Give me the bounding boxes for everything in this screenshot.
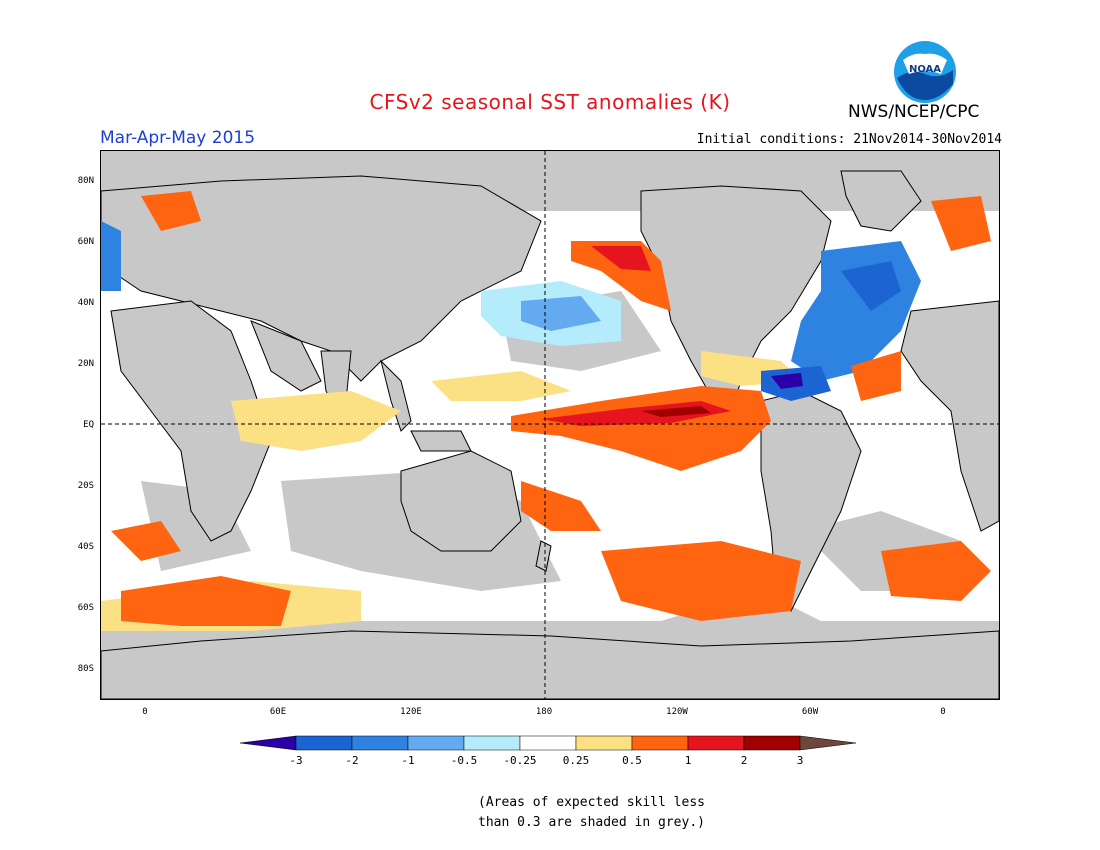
colorbar-segment [463,735,521,751]
footnote-line: than 0.3 are shaded in grey.) [478,815,705,830]
lon-label: 180 [535,707,553,717]
lat-label: EQ [83,420,94,430]
colorbar-label: -3 [289,754,303,767]
colorbar-label: 3 [796,754,804,767]
colorbar-segment [743,735,801,751]
agency-label: NWS/NCEP/CPC [848,102,980,122]
colorbar-label: -2 [345,754,359,767]
colorbar-under-triangle [239,735,297,751]
lat-label: 20N [77,359,94,369]
colorbar-over-triangle [799,735,857,751]
lat-label: 40N [77,298,94,308]
svg-text:NOAA: NOAA [909,64,941,75]
colorbar-segment [351,735,409,751]
footnote-line: (Areas of expected skill less [478,795,705,810]
colorbar-label: -0.5 [450,754,478,767]
lat-label: 80N [77,176,94,186]
noaa-logo: NOAA [893,40,957,104]
colorbar-label: 0.25 [562,754,590,767]
colorbar-label: 0.5 [622,754,642,767]
initial-conditions-label: Initial conditions: 21Nov2014-30Nov2014 [696,132,1002,147]
chart-title: CFSv2 seasonal SST anomalies (K) [369,90,731,114]
lon-label: 60W [801,707,819,717]
lat-label: 40S [77,542,94,552]
lon-label: 120W [666,707,688,717]
sst-anomaly-map [100,150,1000,700]
season-label: Mar-Apr-May 2015 [100,128,256,148]
colorbar-label: -0.25 [503,754,537,767]
colorbar-segment [631,735,689,751]
colorbar-segment [407,735,465,751]
colorbar [239,733,860,753]
skill-footnote: (Areas of expected skill less than 0.3 a… [478,793,705,833]
anomaly-patches [101,191,991,631]
colorbar-segment [519,735,577,751]
colorbar-label: 1 [684,754,692,767]
lat-label: 80S [77,664,94,674]
colorbar-segment [575,735,633,751]
colorbar-label: 2 [740,754,748,767]
lat-label: 20S [77,481,94,491]
lat-label: 60N [77,237,94,247]
lon-label: 0 [940,707,946,717]
lat-label: 60S [77,603,94,613]
continents [101,170,999,699]
lon-label: 60E [269,707,287,717]
colorbar-segment [687,735,745,751]
colorbar-segment [295,735,353,751]
lon-label: 0 [142,707,148,717]
lon-label: 120E [400,707,422,717]
colorbar-label: -1 [401,754,415,767]
